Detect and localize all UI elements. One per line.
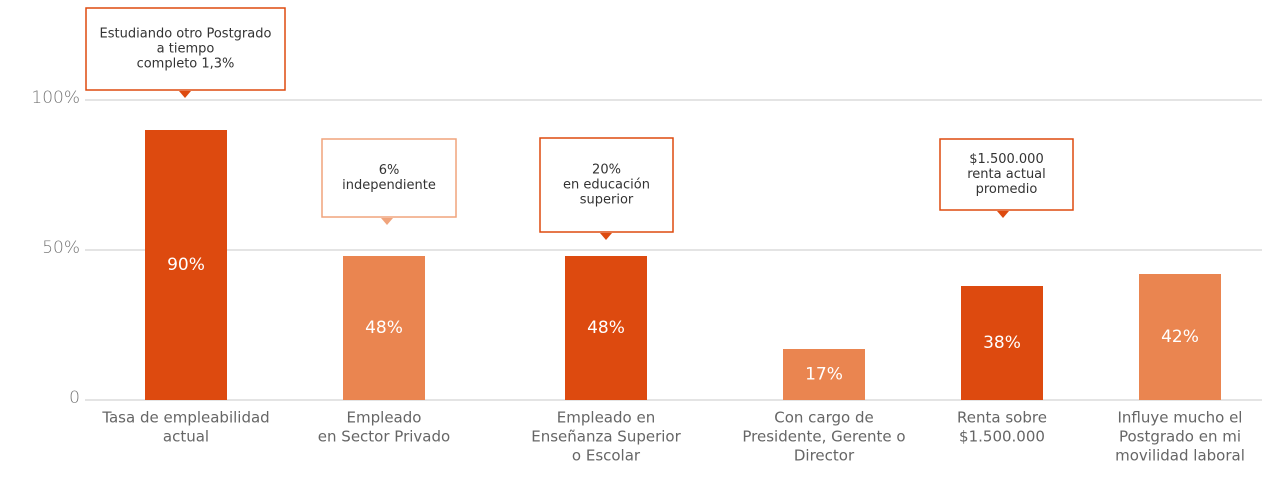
callout-text: completo 1,3%: [137, 57, 235, 72]
callout-text: independiente: [342, 178, 436, 193]
callout-pointer: [600, 233, 612, 240]
value-label: 48%: [365, 318, 403, 338]
x-tick-label: Renta sobre: [957, 409, 1047, 427]
callout-pointer: [997, 211, 1009, 218]
value-label: 42%: [1161, 327, 1199, 347]
callout-box: [939, 138, 1074, 211]
x-tick-label: Enseñanza Superior: [531, 428, 681, 446]
x-tick-label: en Sector Privado: [318, 428, 450, 446]
callout-text: Estudiando otro Postgrado: [100, 27, 272, 42]
x-tick-label: $1.500.000: [959, 428, 1045, 446]
value-label: 90%: [167, 255, 205, 275]
x-tick-label: Con cargo de: [774, 409, 874, 427]
callout-pointer: [381, 218, 393, 225]
callout-text: renta actual: [967, 167, 1046, 182]
callout-text: en educación: [563, 178, 650, 193]
callout-text: $1.500.000: [969, 152, 1043, 167]
bar: [783, 349, 865, 400]
callout-box: [85, 7, 286, 91]
bar: [343, 256, 425, 400]
x-tick-label: Empleado: [347, 409, 422, 427]
callout-box: [539, 137, 674, 233]
callout-text: promedio: [976, 182, 1038, 197]
bar: [961, 286, 1043, 400]
callout-text: a tiempo: [157, 42, 215, 57]
x-tick-label: Director: [794, 447, 855, 465]
bar: [1139, 274, 1221, 400]
y-tick-label: 100%: [31, 88, 80, 108]
y-tick-label: 0: [69, 388, 80, 408]
y-tick-label: 50%: [42, 238, 80, 258]
x-tick-label: o Escolar: [572, 447, 641, 465]
callout-text: 20%: [592, 163, 621, 178]
x-tick-label: Influye mucho el: [1118, 409, 1243, 427]
x-tick-label: Tasa de empleabilidad: [101, 409, 269, 427]
x-tick-label: Presidente, Gerente o: [742, 428, 905, 446]
callout-box: [321, 138, 457, 218]
value-label: 38%: [983, 333, 1021, 353]
callout-pointer: [179, 91, 191, 98]
x-tick-label: Postgrado en mi: [1119, 428, 1241, 446]
value-label: 48%: [587, 318, 625, 338]
bar: [145, 130, 227, 400]
value-label: 17%: [805, 365, 843, 385]
bar: [565, 256, 647, 400]
x-tick-label: movilidad laboral: [1115, 447, 1245, 465]
callout-text: 6%: [379, 163, 400, 178]
x-tick-label: actual: [163, 428, 209, 446]
callout-text: superior: [580, 193, 634, 208]
x-tick-label: Empleado en: [557, 409, 655, 427]
